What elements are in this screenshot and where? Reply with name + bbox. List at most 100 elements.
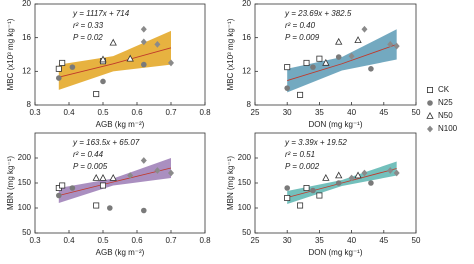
x-tick-label: 0.7 [165,108,177,117]
point [59,59,66,66]
point [56,192,62,199]
point [93,202,100,209]
point [56,75,62,81]
fit-line [287,168,397,198]
point [93,91,100,98]
point [127,172,134,179]
plot-frame [34,3,206,106]
x-axis-title: AGB (kg m⁻²) [96,248,145,257]
x-tick-label: 0.3 [29,108,41,117]
y-axis-title: MBN (mg kg⁻¹) [6,156,15,210]
legend-label: N100 [438,124,458,133]
x-tick-label: 0.3 [29,236,41,245]
annotation: P = 0.005 [73,162,108,171]
x-axis-title: DON (mg kg⁻¹) [309,248,363,257]
point [348,174,355,182]
legend-marker [427,125,433,133]
point [387,167,394,174]
point [140,25,147,33]
x-tick-label: 30 [283,108,292,117]
point [55,65,62,72]
confidence-band [287,29,397,93]
x-tick-label: 30 [283,236,292,245]
y-tick-label: 8 [247,100,252,109]
point [387,41,394,48]
y-axis-title: MBC (x10³ mg kg⁻¹) [226,18,235,90]
annotation: y = 23.69x + 382.5 [284,9,352,18]
point [154,167,161,174]
point [335,171,343,179]
point [100,182,107,189]
legend-label: CK [438,85,450,94]
annotation: r² = 0.40 [285,21,316,30]
x-tick-label: 0.4 [63,108,75,117]
point [100,78,106,85]
x-tick-label: 0.5 [97,108,109,117]
y-tick-label: 50 [22,228,31,237]
annotation: y = 1117x + 714 [72,9,130,18]
point [368,66,374,72]
y-tick-label: 8 [27,100,32,109]
y-tick-label: 200 [18,153,32,162]
point [284,64,291,71]
point [140,157,147,164]
point [335,180,342,186]
point [92,173,100,181]
x-tick-label: 45 [379,108,388,117]
x-tick-label: 50 [412,108,421,117]
point [168,169,174,177]
y-tick-label: 20 [22,0,31,8]
point [69,185,76,191]
x-tick-label: 40 [347,236,356,245]
annotation: r² = 0.33 [73,21,104,30]
point [297,202,304,209]
point [368,180,374,186]
y-tick-label: 50 [242,228,251,237]
point [284,194,291,201]
x-tick-label: 45 [379,236,388,245]
y-tick-label: 100 [18,203,32,212]
y-tick-label: 12 [242,66,251,75]
legend-marker [426,111,434,119]
point [303,184,310,191]
legend-label: N25 [438,98,453,107]
point [316,192,323,199]
annotation: P = 0.009 [285,33,320,42]
x-tick-label: 0.4 [63,236,75,245]
point [109,38,117,46]
fit-line [287,43,397,82]
x-tick-label: 25 [251,108,260,117]
point [393,42,400,50]
annotation: y = 163.5x + 65.07 [72,138,140,147]
point [99,173,107,181]
x-axis-title: AGB (kg m⁻²) [96,120,145,129]
annotation: r² = 0.51 [285,150,315,159]
point [361,25,368,33]
y-axis-title: MBC (x10³ mg kg⁻¹) [6,18,15,90]
y-tick-label: 150 [238,178,252,187]
point [316,55,323,62]
point [154,41,161,48]
point [141,207,147,214]
point [393,169,400,177]
annotation: y = 3.39x + 19.52 [284,138,347,147]
point [348,52,355,60]
y-tick-label: 150 [18,178,32,187]
x-tick-label: 0.5 [97,236,109,245]
legend-marker [427,100,433,106]
point [140,38,147,46]
point [284,185,291,191]
y-tick-label: 16 [242,33,251,42]
x-axis-title: DON (mg kg⁻¹) [309,120,363,129]
x-tick-label: 35 [315,236,324,245]
point [335,37,343,45]
point [99,55,107,63]
point [335,54,342,60]
x-tick-label: 25 [251,236,260,245]
legend-label: N50 [438,111,453,120]
plot-frame [254,3,417,106]
x-tick-label: 0.8 [199,236,211,245]
x-tick-label: 40 [347,108,356,117]
y-axis-title: MBN (mg kg⁻¹) [226,156,235,210]
